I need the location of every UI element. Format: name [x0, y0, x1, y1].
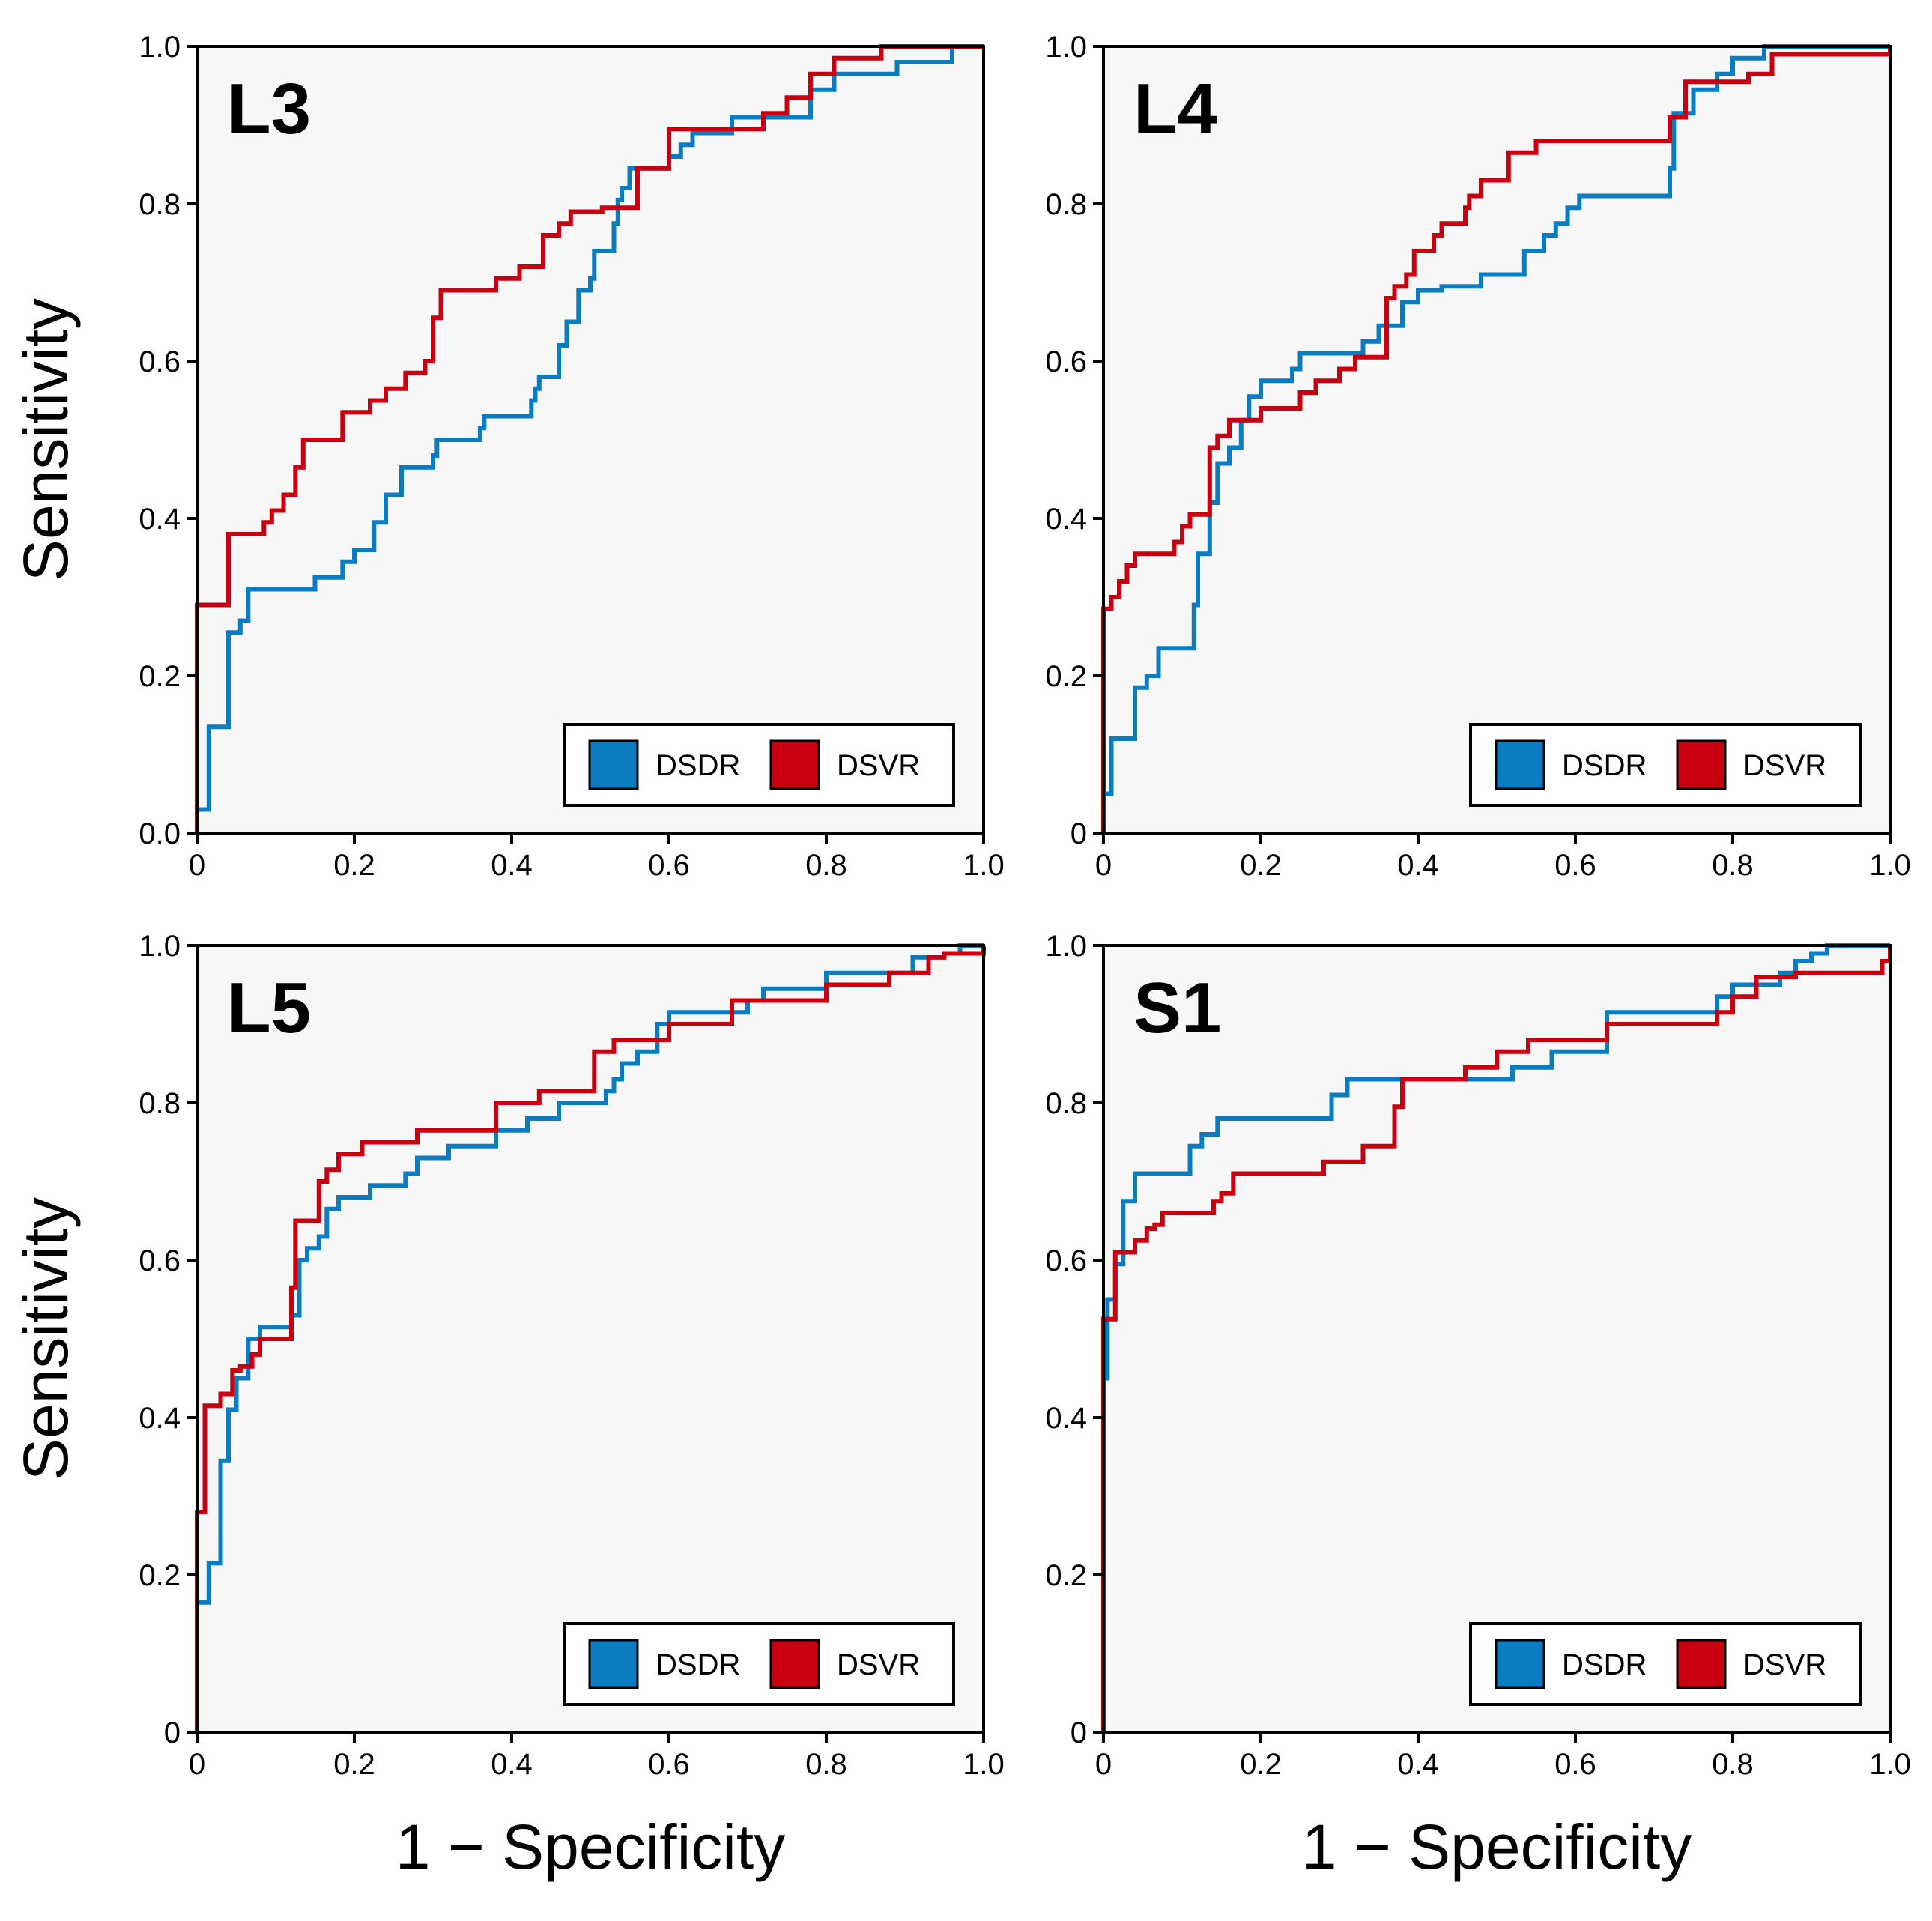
plot-frame: [196, 944, 985, 1734]
x-tick-label: 0.4: [491, 1748, 533, 1781]
x-tick-label: 0.2: [333, 1748, 375, 1781]
y-tick-label: 1.0: [1045, 930, 1087, 963]
legend-label-dsdr: DSDR: [1562, 749, 1647, 782]
legend-label-dsdr: DSDR: [1562, 1648, 1647, 1681]
x-tick-label: 0: [189, 849, 205, 882]
y-tick-label: 0.6: [139, 345, 181, 378]
x-tick-label: 0.8: [1712, 1748, 1754, 1781]
legend-swatch-dsvr: [769, 1639, 820, 1689]
x-axis-title: 1 − Specificity: [396, 1812, 786, 1882]
x-tick-label: 0.2: [333, 849, 375, 882]
series-line-dsdr: [1101, 44, 1890, 833]
x-tick-label: 0.4: [491, 849, 533, 882]
legend-label-dsvr: DSVR: [837, 749, 920, 782]
legend: DSDR DSVR: [563, 1622, 955, 1706]
y-tick-label: 0: [1071, 817, 1087, 850]
legend-swatch-dsdr: [1495, 739, 1545, 790]
series-line-dsvr: [1101, 946, 1892, 1732]
x-tick-label: 0.8: [1712, 849, 1754, 882]
legend-label-dsvr: DSVR: [1743, 1648, 1826, 1681]
y-tick-label: 0: [1071, 1716, 1087, 1749]
y-tick-label: 0: [164, 1716, 181, 1749]
y-tick-label: 0.2: [139, 660, 181, 693]
x-axis-title: 1 − Specificity: [1302, 1812, 1692, 1882]
plot-area: [1103, 946, 1890, 1732]
x-tick-label: 1.0: [1869, 1748, 1911, 1781]
legend: DSDR DSVR: [1469, 723, 1862, 807]
roc-panel-l3: 0 0.2 0.4 0.6 0.8 1.0 0.0 0.2 0.4 0.6 0.8 1.0 L3 DSDR…: [139, 31, 1004, 882]
y-tick-label: 0.4: [1045, 503, 1087, 536]
y-tick-label: 0.8: [1045, 188, 1087, 221]
x-tick-label: 1.0: [1869, 849, 1911, 882]
series-line-dsvr: [195, 44, 984, 833]
legend-swatch-dsvr: [1676, 739, 1727, 790]
plot-frame: [196, 45, 985, 835]
x-tick-label: 0.2: [1240, 849, 1282, 882]
series-line-dsvr: [1101, 46, 1892, 833]
x-tick-label: 0.4: [1397, 849, 1439, 882]
y-axis-title: Sensitivity: [10, 298, 81, 581]
x-tick-label: 0.8: [805, 1748, 847, 1781]
legend-label-dsdr: DSDR: [655, 1648, 740, 1681]
y-tick-label: 1.0: [139, 31, 181, 64]
legend-swatch-dsdr: [588, 739, 639, 790]
y-tick-label: 0.8: [139, 188, 181, 221]
legend-swatch-dsvr: [769, 739, 820, 790]
x-tick-label: 0.6: [1554, 1748, 1596, 1781]
y-tick-label: 0.6: [1045, 345, 1087, 378]
panel-title: L3: [227, 69, 311, 149]
legend: DSDR DSVR: [563, 723, 955, 807]
x-tick-label: 1.0: [963, 1748, 1005, 1781]
y-tick-label: 0.8: [139, 1087, 181, 1120]
series-line-dsvr: [195, 946, 986, 1732]
x-tick-label: 0: [1095, 1748, 1112, 1781]
x-tick-label: 0.4: [1397, 1748, 1439, 1781]
x-tick-label: 0: [189, 1748, 205, 1781]
series-line-dsdr: [1101, 943, 1890, 1732]
legend-swatch-dsdr: [1495, 1639, 1545, 1689]
legend-label-dsvr: DSVR: [1743, 749, 1826, 782]
y-tick-label: 0.2: [1045, 1559, 1087, 1592]
y-tick-label: 1.0: [1045, 31, 1087, 64]
plot-area: [1103, 46, 1890, 833]
y-tick-label: 0.2: [139, 1559, 181, 1592]
panel-title: L5: [227, 968, 311, 1048]
x-tick-label: 0.6: [648, 849, 690, 882]
x-tick-label: 0: [1095, 849, 1112, 882]
y-tick-label: 0.4: [1045, 1402, 1087, 1435]
legend-label-dsdr: DSDR: [655, 749, 740, 782]
x-tick-label: 1.0: [963, 849, 1005, 882]
legend: DSDR DSVR: [1469, 1622, 1862, 1706]
x-tick-label: 0.8: [805, 849, 847, 882]
y-tick-label: 0.6: [1045, 1244, 1087, 1277]
panel-title: L4: [1133, 69, 1217, 149]
panel-title: S1: [1133, 968, 1221, 1048]
y-tick-label: 0.4: [139, 1402, 181, 1435]
y-tick-label: 0.0: [139, 817, 181, 850]
plot-frame: [1102, 45, 1892, 835]
legend-label-dsvr: DSVR: [837, 1648, 920, 1681]
y-tick-label: 0.6: [139, 1244, 181, 1277]
y-tick-label: 0.8: [1045, 1087, 1087, 1120]
legend-swatch-dsdr: [588, 1639, 639, 1689]
y-tick-label: 1.0: [139, 930, 181, 963]
y-axis-title: Sensitivity: [10, 1197, 81, 1480]
plot-area: [197, 946, 984, 1732]
x-tick-label: 0.6: [1554, 849, 1596, 882]
y-tick-label: 0.4: [139, 503, 181, 536]
x-tick-label: 0.2: [1240, 1748, 1282, 1781]
legend-swatch-dsvr: [1676, 1639, 1727, 1689]
x-tick-label: 0.6: [648, 1748, 690, 1781]
y-tick-label: 0.2: [1045, 660, 1087, 693]
plot-frame: [1102, 944, 1892, 1734]
series-line-dsdr: [195, 44, 984, 833]
